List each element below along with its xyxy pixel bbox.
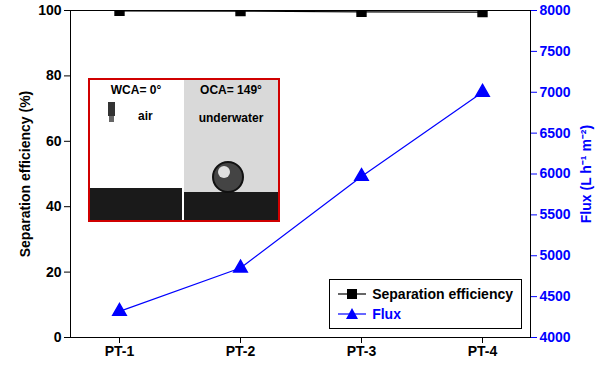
svg-text:PT-3: PT-3 (347, 343, 377, 359)
svg-text:40: 40 (46, 198, 62, 214)
svg-text:0: 0 (54, 329, 62, 345)
svg-text:Separation efficiency (%): Separation efficiency (%) (17, 91, 33, 258)
svg-text:WCA= 0°: WCA= 0° (111, 83, 162, 97)
svg-text:OCA= 149°: OCA= 149° (200, 83, 262, 97)
svg-text:7000: 7000 (540, 84, 571, 100)
svg-text:80: 80 (46, 67, 62, 83)
svg-text:PT-2: PT-2 (226, 343, 256, 359)
html-text:Flux: Flux (372, 306, 401, 322)
svg-text:60: 60 (46, 133, 62, 149)
svg-text:8000: 8000 (540, 2, 571, 18)
svg-text:air: air (138, 109, 153, 123)
svg-text:5500: 5500 (540, 206, 571, 222)
svg-text:4500: 4500 (540, 288, 571, 304)
html-text:Separation efficiency: Separation efficiency (372, 286, 513, 302)
svg-text:PT-1: PT-1 (105, 343, 135, 359)
svg-text:4000: 4000 (540, 329, 571, 345)
svg-text:6500: 6500 (540, 125, 571, 141)
svg-text:20: 20 (46, 264, 62, 280)
svg-text:6000: 6000 (540, 165, 571, 181)
svg-text:Flux (L h⁻¹ m⁻²): Flux (L h⁻¹ m⁻²) (578, 125, 594, 223)
svg-text:5000: 5000 (540, 247, 571, 263)
svg-text:7500: 7500 (540, 43, 571, 59)
svg-text:underwater: underwater (199, 111, 264, 125)
svg-text:PT-4: PT-4 (468, 343, 498, 359)
svg-text:100: 100 (38, 2, 62, 18)
